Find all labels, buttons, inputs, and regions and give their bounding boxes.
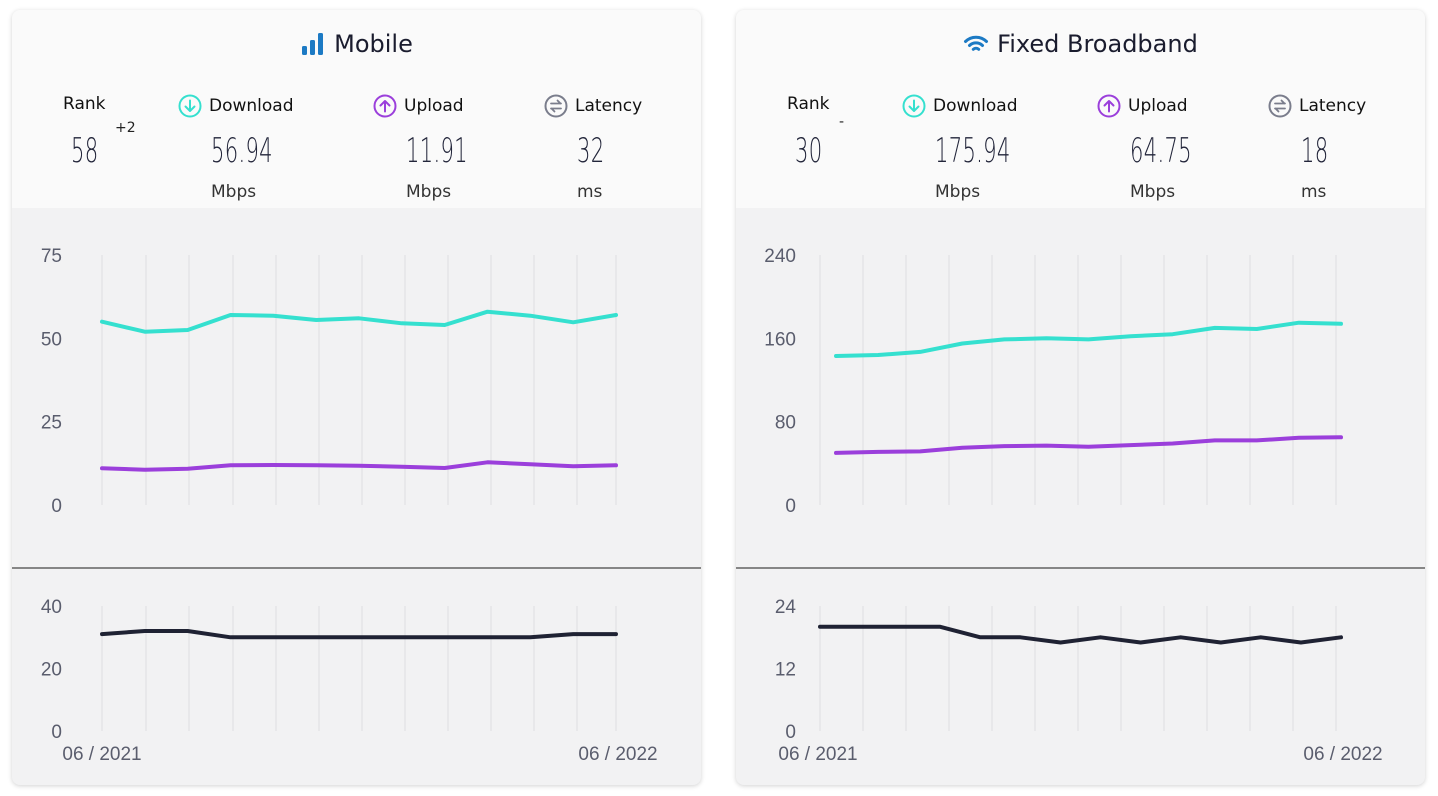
series-line-latency	[818, 624, 1343, 645]
x-axis-end-label: 06 / 2022	[578, 744, 657, 765]
y-tick-label: 40	[41, 597, 62, 618]
fixed-chart: 0 80 160 240 0 12 24 06 / 2021 06 / 2022	[736, 246, 1425, 765]
latency-unit: ms	[577, 182, 603, 202]
x-axis-start-label: 06 / 2021	[62, 744, 141, 765]
fixed-upload: Upload 64.75 Mbps	[1097, 94, 1192, 202]
download-value: 56.94	[211, 131, 273, 171]
y-tick-label: 0	[51, 722, 62, 743]
series-line-download	[100, 309, 618, 334]
download-arrow-icon	[902, 94, 926, 118]
y-tick-label: 80	[775, 413, 796, 434]
mobile-panel-title: Mobile	[12, 30, 701, 58]
y-tick-label: 25	[41, 413, 62, 434]
download-unit: Mbps	[211, 182, 257, 202]
latency-unit: ms	[1301, 182, 1327, 202]
download-label: Download	[933, 96, 1018, 116]
upload-label: Upload	[404, 96, 464, 116]
download-arrow-icon	[178, 94, 202, 118]
latency-arrows-icon	[1268, 94, 1292, 118]
mobile-rank: Rank 58 +2	[63, 94, 136, 171]
fixed-panel-title: Fixed Broadband	[736, 30, 1425, 58]
y-tick-label: 240	[764, 246, 796, 267]
fixed-rank: Rank 30 -	[787, 94, 844, 171]
rank-value: 58	[71, 131, 99, 171]
series-line-upload	[834, 435, 1343, 455]
rank-label: Rank	[787, 94, 830, 114]
y-tick-label: 50	[41, 329, 62, 350]
download-value: 175.94	[935, 131, 1011, 171]
latency-value: 32	[577, 131, 605, 171]
rank-value: 30	[795, 131, 823, 171]
upload-unit: Mbps	[1130, 182, 1176, 202]
upload-arrow-icon	[373, 94, 397, 118]
wifi-icon	[963, 31, 989, 57]
fixed-panel-header: Fixed Broadband Rank 30 - Download 175.9…	[736, 10, 1425, 208]
mobile-panel: Mobile Rank 58 +2 Download 56.94 Mbps	[12, 10, 701, 785]
mobile-chart: 0 25 50 75 0 20 40 06 / 2021 06 / 2022	[12, 246, 701, 765]
y-tick-label: 12	[775, 660, 796, 681]
latency-label: Latency	[1299, 96, 1367, 116]
y-tick-label: 0	[51, 496, 62, 517]
download-label: Download	[209, 96, 294, 116]
upload-value: 64.75	[1130, 131, 1192, 171]
upload-arrow-icon	[1097, 94, 1121, 118]
x-axis-end-label: 06 / 2022	[1303, 744, 1382, 765]
latency-arrows-icon	[544, 94, 568, 118]
y-tick-label: 20	[41, 660, 62, 681]
rank-change: +2	[115, 120, 136, 136]
signal-bars-icon	[300, 31, 326, 57]
mobile-latency: Latency 32 ms	[544, 94, 643, 202]
mobile-upload: Upload 11.91 Mbps	[373, 94, 468, 202]
x-axis-start-label: 06 / 2021	[778, 744, 857, 765]
rank-label: Rank	[63, 94, 106, 114]
rank-change: -	[839, 114, 845, 130]
series-line-download	[834, 320, 1343, 358]
fixed-title-text: Fixed Broadband	[997, 30, 1198, 58]
y-tick-label: 24	[775, 597, 797, 618]
upload-value: 11.91	[406, 131, 468, 171]
mobile-panel-header: Mobile Rank 58 +2 Download 56.94 Mbps	[12, 10, 701, 208]
latency-label: Latency	[575, 96, 643, 116]
fixed-latency: Latency 18 ms	[1268, 94, 1367, 202]
mobile-title-text: Mobile	[334, 30, 413, 58]
fixed-broadband-panel: Fixed Broadband Rank 30 - Download 175.9…	[736, 10, 1425, 785]
upload-label: Upload	[1128, 96, 1188, 116]
fixed-download: Download 175.94 Mbps	[902, 94, 1018, 202]
download-unit: Mbps	[935, 182, 981, 202]
upload-unit: Mbps	[406, 182, 452, 202]
latency-value: 18	[1301, 131, 1329, 171]
y-tick-label: 160	[764, 329, 796, 350]
y-tick-label: 0	[785, 496, 796, 517]
y-tick-label: 75	[41, 246, 62, 267]
y-tick-label: 0	[785, 722, 796, 743]
series-line-latency	[100, 629, 618, 640]
series-line-upload	[100, 460, 618, 472]
mobile-download: Download 56.94 Mbps	[178, 94, 294, 202]
